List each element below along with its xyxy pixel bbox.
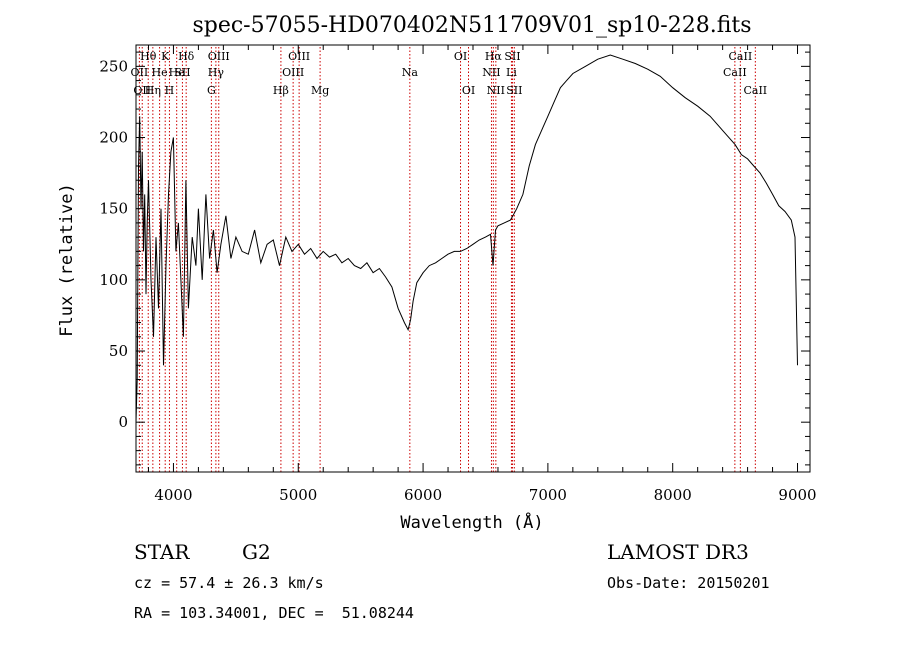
line-label: OIII — [288, 50, 310, 63]
line-label: OI — [462, 84, 475, 97]
line-label: K — [161, 50, 170, 63]
line-label: He — [152, 66, 168, 79]
line-label: NII — [487, 84, 505, 97]
line-label: CaII — [723, 66, 747, 79]
plot-frame — [135, 44, 811, 473]
line-label: Mg — [311, 84, 329, 97]
survey-name: LAMOST DR3 — [607, 540, 749, 564]
y-tick-label: 150 — [99, 200, 128, 218]
line-label: H — [165, 84, 175, 97]
line-label: CaII — [743, 84, 767, 97]
x-tick-label: 7000 — [529, 486, 567, 504]
x-tick-label: 6000 — [404, 486, 442, 504]
x-tick-label: 5000 — [279, 486, 317, 504]
spectral-subclass: G2 — [242, 540, 271, 564]
y-tick-label: 50 — [109, 342, 128, 360]
x-axis-ticks: 4000 5000 6000 7000 8000 9000 — [147, 45, 817, 504]
line-label: NII — [482, 66, 500, 79]
spectral-line-labels: OIIOIIHθHηHeKHHeSIIHδGHγOIIIHβOIIIOIIIMg… — [131, 50, 768, 97]
line-label: Hγ — [208, 66, 225, 79]
line-label: G — [207, 84, 216, 97]
line-label: Na — [402, 66, 419, 79]
object-class: STAR — [134, 540, 190, 564]
line-label: CaII — [729, 50, 753, 63]
y-tick-label: 250 — [99, 57, 128, 75]
line-label: Hδ — [178, 50, 195, 63]
spectrum-line — [135, 54, 798, 423]
line-label: OII — [131, 66, 149, 79]
line-label: SII — [506, 84, 522, 97]
y-axis-ticks: 0 50 100 150 200 250 — [99, 51, 810, 466]
y-tick-label: 100 — [99, 271, 128, 289]
x-tick-label: 8000 — [654, 486, 692, 504]
line-label: Hα — [485, 50, 503, 63]
obs-date-text: Obs-Date: 20150201 — [607, 574, 770, 592]
line-label: OII — [133, 84, 151, 97]
line-label: OIII — [208, 50, 230, 63]
line-label: Li — [506, 66, 517, 79]
coords-text: RA = 103.34001, DEC = 51.08244 — [134, 604, 414, 622]
y-axis-label: Flux (relative) — [57, 183, 77, 337]
y-tick-label: 0 — [118, 413, 128, 431]
line-label: Hθ — [140, 50, 157, 63]
line-label: SII — [504, 50, 520, 63]
line-label: He — [169, 66, 185, 79]
x-tick-label: 9000 — [778, 486, 816, 504]
x-tick-label: 4000 — [154, 486, 192, 504]
line-label: Hη — [145, 84, 161, 97]
x-axis-label: Wavelength (Å) — [400, 511, 543, 533]
spectral-line-markers — [138, 47, 756, 472]
line-label: Hβ — [273, 84, 289, 97]
line-label: SII — [174, 66, 190, 79]
line-label: OI — [454, 50, 467, 63]
line-label: OIII — [282, 66, 304, 79]
chart-title: spec-57055-HD070402N511709V01_sp10-228.f… — [192, 13, 751, 38]
y-tick-label: 200 — [99, 129, 128, 147]
redshift-text: cz = 57.4 ± 26.3 km/s — [134, 574, 324, 592]
